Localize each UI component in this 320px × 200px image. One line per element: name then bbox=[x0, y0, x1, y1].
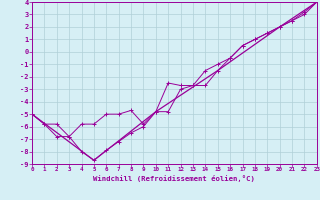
X-axis label: Windchill (Refroidissement éolien,°C): Windchill (Refroidissement éolien,°C) bbox=[93, 175, 255, 182]
